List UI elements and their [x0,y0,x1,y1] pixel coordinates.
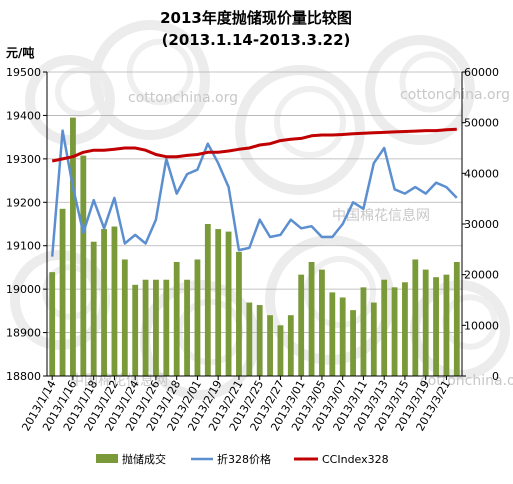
background-swirl [90,20,210,140]
y-right-tick-label: 20000 [464,269,499,282]
legend: 抛储成交 折328价格 CCIndex328 [96,452,389,466]
background-swirl [25,55,115,145]
bar [267,315,273,376]
y-left-tick-label: 19000 [6,283,41,296]
bar [339,297,346,376]
legend-label: CCIndex328 [322,453,389,466]
background-swirl [399,51,461,113]
chart-title: 2013年度抛储现价量比较图 [160,9,352,27]
y-right-tick-label: 50000 [464,117,499,130]
watermark-text: 中国棉花信息网 [332,207,430,224]
bar [184,279,190,376]
bar [329,292,336,376]
bar-series [49,117,460,376]
bar [194,259,201,376]
y-right-tick-label: 40000 [464,167,499,180]
y-left-tick-label: 19300 [6,153,41,166]
bar [433,277,439,376]
bar [204,224,211,376]
line-ccindex-328 [51,127,457,163]
bar [319,269,325,376]
background-swirl [55,67,105,117]
y-right-tick-label: 10000 [464,319,499,332]
bar [308,262,315,376]
y-left-tick-label: 18900 [6,327,41,340]
bar [142,279,149,376]
bar [80,155,87,376]
legend-swatch-bar [96,454,118,463]
bar [360,287,367,376]
bar [422,269,429,376]
bar [132,284,139,376]
legend-label: 折328价格 [217,452,271,466]
bar [121,259,128,376]
bar [153,279,159,376]
bar [256,305,263,376]
y-left-tick-label: 19100 [6,240,41,253]
bar [246,302,253,376]
bar [90,241,97,376]
y-left-unit-label: 元/吨 [6,45,34,60]
watermark-text: cottonchina.org [128,90,238,106]
bar [443,274,450,376]
y-left-tick-label: 18800 [6,370,41,383]
bar [277,325,284,376]
watermarks: cottonchina.org cottonchina.org中国棉花信息网中国棉… [70,87,513,389]
y-left-tick-label: 19500 [6,66,41,79]
background-swirl [235,65,365,195]
background-swirl [365,35,475,145]
bar [225,231,232,376]
background-swirl [274,86,346,158]
bar [298,274,305,376]
y-right-tick-label: 0 [492,370,499,383]
watermark-text: cottonchina.org [400,87,510,103]
bar [111,226,118,376]
bar [173,262,180,376]
bar [59,208,66,376]
bar [381,279,388,376]
bar [391,287,398,376]
bar [412,259,419,376]
bar [236,251,242,376]
bar [163,279,170,376]
bar [350,310,356,376]
y-left-tick-label: 19200 [6,196,41,209]
chart-subtitle: (2013.1.14-2013.3.22) [162,31,351,49]
bar [101,229,107,376]
bar [287,315,294,376]
watermark-text: cottonchina.org [420,373,513,389]
bar [402,282,408,376]
bar [49,272,56,376]
y-left-tick-label: 19400 [6,109,41,122]
bar [370,302,377,376]
y-right-tick-label: 60000 [464,66,499,79]
line-series [50,127,458,257]
bar [453,262,460,376]
bar [70,117,76,376]
line-price-328 [50,129,458,257]
y-right-tick-label: 30000 [464,218,499,231]
legend-label: 抛储成交 [122,452,166,466]
bar [215,229,222,376]
